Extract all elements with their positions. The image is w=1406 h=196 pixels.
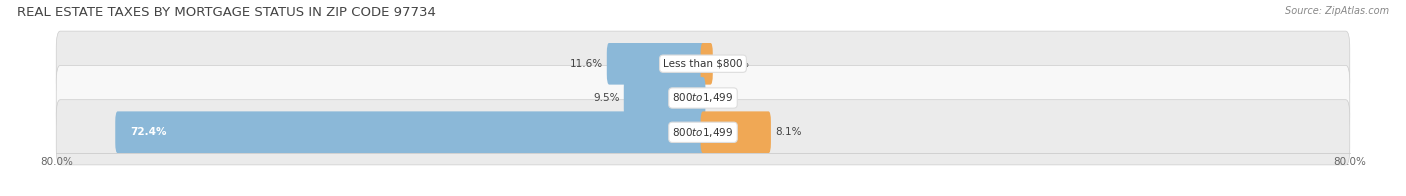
FancyBboxPatch shape — [700, 43, 713, 85]
Text: $800 to $1,499: $800 to $1,499 — [672, 126, 734, 139]
Text: 72.4%: 72.4% — [129, 127, 166, 137]
Text: $800 to $1,499: $800 to $1,499 — [672, 92, 734, 104]
Text: REAL ESTATE TAXES BY MORTGAGE STATUS IN ZIP CODE 97734: REAL ESTATE TAXES BY MORTGAGE STATUS IN … — [17, 6, 436, 19]
Text: Source: ZipAtlas.com: Source: ZipAtlas.com — [1285, 6, 1389, 16]
FancyBboxPatch shape — [56, 100, 1350, 165]
Text: 0.0%: 0.0% — [710, 93, 735, 103]
FancyBboxPatch shape — [700, 111, 770, 153]
FancyBboxPatch shape — [56, 65, 1350, 131]
Text: 9.5%: 9.5% — [593, 93, 620, 103]
Text: 8.1%: 8.1% — [775, 127, 801, 137]
Text: Less than $800: Less than $800 — [664, 59, 742, 69]
FancyBboxPatch shape — [115, 111, 706, 153]
FancyBboxPatch shape — [56, 31, 1350, 96]
Text: 0.91%: 0.91% — [717, 59, 749, 69]
Text: 11.6%: 11.6% — [569, 59, 603, 69]
FancyBboxPatch shape — [624, 77, 706, 119]
FancyBboxPatch shape — [607, 43, 706, 85]
